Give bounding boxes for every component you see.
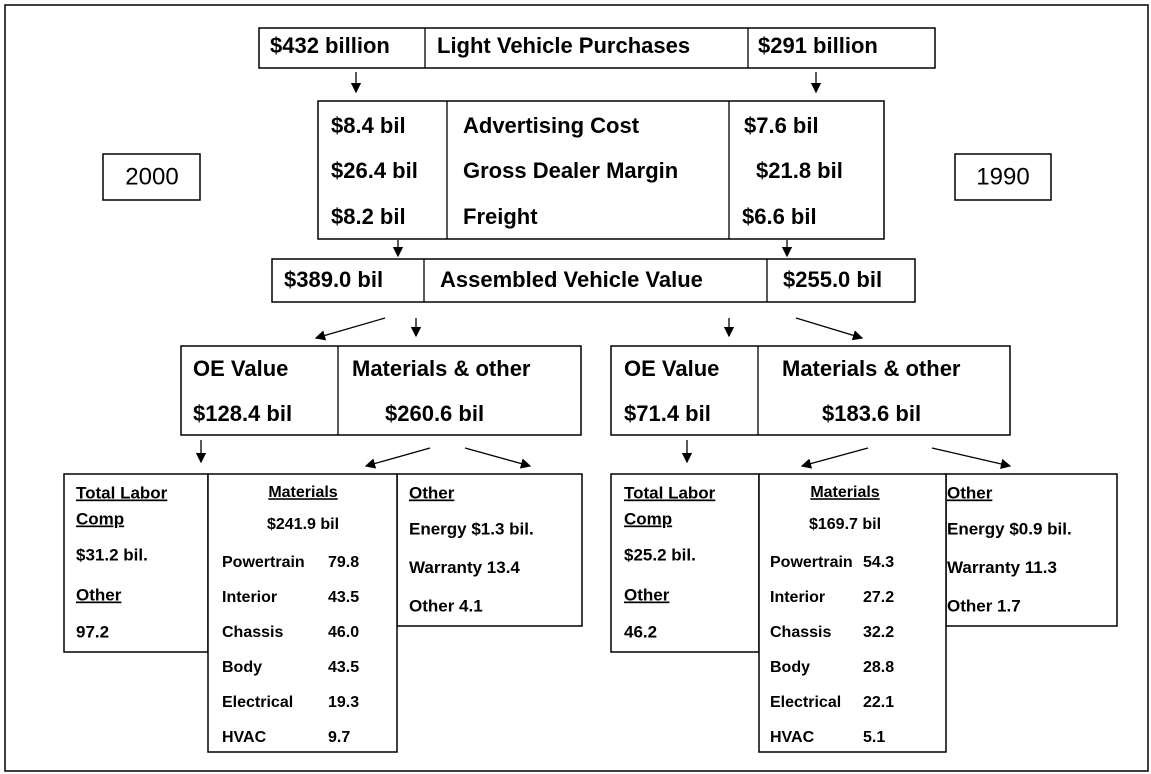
value: $25.2 bil. <box>624 545 696 564</box>
heading: Total Labor <box>624 483 716 502</box>
label: OE Value <box>624 356 719 381</box>
label: Electrical <box>770 694 841 711</box>
label: Light Vehicle Purchases <box>437 33 690 58</box>
value: $31.2 bil. <box>76 545 148 564</box>
label: Powertrain <box>770 554 853 571</box>
value: 79.8 <box>328 554 359 571</box>
item: Warranty 13.4 <box>409 558 520 577</box>
value-box <box>610 345 1011 436</box>
value: 9.7 <box>328 729 350 746</box>
value: 19.3 <box>328 694 359 711</box>
year: 2000 <box>125 163 178 190</box>
value: $26.4 bil <box>331 158 418 183</box>
other-box <box>396 473 583 627</box>
value: $389.0 bil <box>284 267 383 292</box>
heading: Materials <box>810 484 879 501</box>
value: $8.2 bil <box>331 204 406 229</box>
value: $21.8 bil <box>756 158 843 183</box>
materials-box <box>207 473 398 753</box>
item: Warranty 11.3 <box>947 558 1057 577</box>
top-box <box>258 27 936 69</box>
label: Chassis <box>222 624 283 641</box>
value: 27.2 <box>863 589 894 606</box>
value: 43.5 <box>328 589 359 606</box>
labor-box <box>63 473 209 653</box>
label: Interior <box>222 589 277 606</box>
label: Interior <box>770 589 825 606</box>
label: Advertising Cost <box>463 113 640 138</box>
value: 97.2 <box>76 622 109 641</box>
label: HVAC <box>770 729 815 746</box>
label: Body <box>222 659 262 676</box>
label: Materials & other <box>352 356 531 381</box>
label: Freight <box>463 204 538 229</box>
heading: Comp <box>624 509 672 528</box>
labor-box <box>610 473 760 653</box>
item: Energy $0.9 bil. <box>947 519 1072 538</box>
value-box <box>180 345 582 436</box>
shapes <box>63 27 1118 753</box>
label: Materials & other <box>782 356 961 381</box>
label: Chassis <box>770 624 831 641</box>
value: $432 billion <box>270 33 390 58</box>
value: $260.6 bil <box>385 401 484 426</box>
label: Assembled Vehicle Value <box>440 267 703 292</box>
year-box <box>954 153 1052 201</box>
value: $6.6 bil <box>742 204 817 229</box>
value: 46.0 <box>328 624 359 641</box>
value: 46.2 <box>624 622 657 641</box>
value: $255.0 bil <box>783 267 882 292</box>
item: Energy $1.3 bil. <box>409 519 534 538</box>
value: 28.8 <box>863 659 894 676</box>
year: 1990 <box>976 163 1029 190</box>
label: Gross Dealer Margin <box>463 158 678 183</box>
value: $291 billion <box>758 33 878 58</box>
heading: Other <box>76 585 122 604</box>
label: OE Value <box>193 356 288 381</box>
item: Other 4.1 <box>409 596 483 615</box>
heading: Other <box>624 585 670 604</box>
value: $241.9 bil <box>267 516 339 533</box>
item: Other 1.7 <box>947 596 1021 615</box>
value: 43.5 <box>328 659 359 676</box>
value: $128.4 bil <box>193 401 292 426</box>
label: Electrical <box>222 694 293 711</box>
value: 22.1 <box>863 694 894 711</box>
arrows <box>195 72 1012 470</box>
value: $183.6 bil <box>822 401 921 426</box>
heading: Other <box>947 483 993 502</box>
year-box <box>102 153 201 201</box>
heading: Comp <box>76 509 124 528</box>
cost-box <box>317 100 885 240</box>
heading: Total Labor <box>76 483 168 502</box>
value: 5.1 <box>863 729 885 746</box>
assembled-box <box>271 258 916 303</box>
label: Body <box>770 659 810 676</box>
value: $71.4 bil <box>624 401 711 426</box>
other-box <box>945 473 1118 627</box>
value: $7.6 bil <box>744 113 819 138</box>
value: 54.3 <box>863 554 894 571</box>
value: $8.4 bil <box>331 113 406 138</box>
heading: Other <box>409 483 455 502</box>
label: Powertrain <box>222 554 305 571</box>
label: HVAC <box>222 729 267 746</box>
value: 32.2 <box>863 624 894 641</box>
value: $169.7 bil <box>809 516 881 533</box>
heading: Materials <box>268 484 337 501</box>
materials-box <box>758 473 947 753</box>
